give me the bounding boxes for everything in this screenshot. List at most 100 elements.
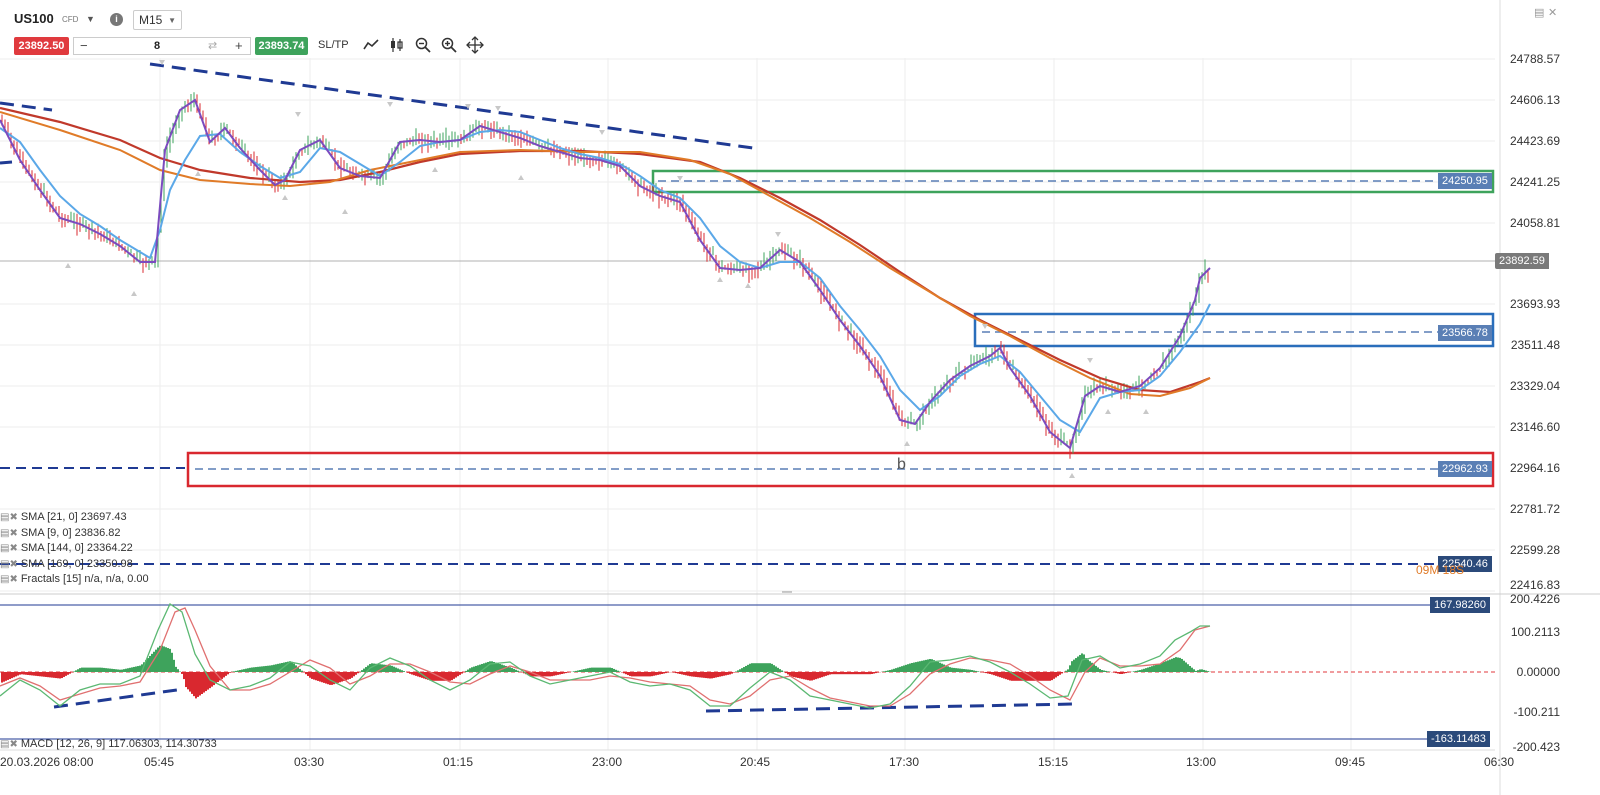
macd-bar	[1083, 654, 1085, 672]
macd-bar	[787, 672, 789, 675]
zoom-in-icon[interactable]	[440, 36, 458, 54]
swap-icon[interactable]: ⇄	[208, 40, 218, 52]
level-tag[interactable]: 22540.46	[1438, 556, 1492, 572]
quantity-input[interactable]: 8	[154, 40, 161, 52]
macd-bar	[1019, 672, 1021, 681]
macd-bar	[735, 671, 737, 672]
macd-bar	[939, 662, 941, 672]
macd-bar	[575, 670, 577, 672]
macd-bar	[239, 670, 241, 672]
settings-icon: ▤✖	[0, 574, 18, 585]
macd-bar	[255, 667, 257, 672]
sell-price-button[interactable]: 23892.50	[14, 37, 69, 55]
move-icon[interactable]	[466, 36, 484, 54]
price-tick: 24241.25	[1509, 175, 1560, 189]
sma-144-line	[0, 111, 1211, 398]
symbol-dropdown-icon[interactable]: ▼	[86, 14, 95, 24]
macd-bar	[173, 659, 175, 672]
zoom-out-icon[interactable]	[414, 36, 432, 54]
macd-bar	[1151, 666, 1153, 672]
macd-bar	[63, 672, 65, 677]
macd-bar	[1155, 664, 1157, 672]
symbol-name[interactable]: US100	[14, 11, 54, 26]
sltp-button[interactable]: SL/TP	[318, 39, 349, 51]
resistance-zone-blue	[973, 312, 1495, 348]
macd-bar	[127, 668, 129, 672]
macd-bar	[607, 667, 609, 672]
macd-bar	[643, 672, 645, 677]
macd-bar	[999, 672, 1001, 678]
chevron-down-icon: ▼	[168, 16, 176, 25]
info-icon[interactable]: i	[110, 13, 123, 26]
legend-fractals[interactable]: ▤✖ Fractals [15] n/a, n/a, 0.00	[0, 573, 149, 585]
macd-bar	[279, 663, 281, 672]
macd-bar	[41, 672, 43, 677]
price-tick: 24788.57	[1509, 52, 1560, 66]
macd-bar	[1183, 660, 1185, 672]
level-tag[interactable]: 23566.78	[1438, 325, 1492, 341]
macd-bar	[391, 665, 393, 672]
macd-bar	[427, 672, 429, 680]
increase-quantity-button[interactable]: +	[235, 38, 243, 53]
macd-bar	[497, 663, 499, 672]
legend-sma-144[interactable]: ▤✖ SMA [144, 0] 23364.22	[0, 542, 133, 554]
macd-bar	[697, 672, 699, 678]
decrease-quantity-button[interactable]: −	[80, 38, 88, 53]
macd-bar	[549, 672, 551, 677]
candlestick-icon[interactable]	[388, 36, 406, 54]
timeframe-select[interactable]: M15 ▼	[133, 10, 182, 30]
macd-bar	[573, 671, 575, 672]
macd-bar	[403, 671, 405, 672]
macd-bar	[1181, 658, 1183, 672]
macd-bar	[149, 655, 151, 672]
macd-bar	[235, 670, 237, 672]
macd-bar	[1037, 672, 1039, 681]
price-axis[interactable]: 24788.57 24606.13 24423.69 24241.25 2405…	[1495, 0, 1600, 795]
sma-21-line	[0, 127, 1211, 434]
macd-bar	[419, 672, 421, 678]
macd-bar	[713, 672, 715, 678]
macd-bar	[271, 665, 273, 672]
macd-bar	[467, 669, 469, 672]
macd-bar	[491, 661, 493, 672]
macd-bar	[489, 661, 491, 672]
macd-bar	[545, 672, 547, 677]
level-tag[interactable]: 22962.93	[1438, 461, 1492, 477]
price-tick: 23511.48	[1510, 338, 1560, 352]
macd-bar	[677, 672, 679, 674]
fractal-arrow	[1143, 409, 1149, 414]
fractal-arrow	[195, 171, 201, 176]
close-icon[interactable]: ✕	[1548, 7, 1558, 19]
macd-bar	[797, 672, 799, 678]
macd-bar	[1049, 672, 1051, 681]
macd-bar	[17, 672, 19, 676]
macd-bar	[657, 672, 659, 675]
macd-bar	[901, 666, 903, 672]
legend-macd[interactable]: ▤✖ MACD [12, 26, 9] 117.06303, 114.30733	[0, 738, 217, 750]
macd-bar	[709, 672, 711, 679]
macd-bar	[115, 669, 117, 672]
macd-bar	[219, 672, 221, 681]
level-tag[interactable]: 24250.95	[1438, 173, 1492, 189]
legend-sma-21[interactable]: ▤✖ SMA [21, 0] 23697.43	[0, 511, 127, 523]
macd-bar	[291, 661, 293, 672]
settings-icon: ▤✖	[0, 543, 18, 554]
macd-bar	[833, 672, 835, 675]
macd-bar	[1153, 665, 1155, 672]
macd-bar	[417, 672, 419, 677]
price-tick: 23146.60	[1509, 420, 1560, 434]
legend-sma-9[interactable]: ▤✖ SMA [9, 0] 23836.82	[0, 527, 121, 539]
macd-bar	[1143, 668, 1145, 672]
buy-price-button[interactable]: 23893.74	[255, 37, 308, 55]
minimize-icon[interactable]: ▤	[1534, 7, 1545, 19]
legend-sma-169[interactable]: ▤✖ SMA [169, 0] 23350.98	[0, 558, 133, 570]
line-chart-icon[interactable]	[362, 36, 380, 54]
macd-bar	[955, 668, 957, 672]
macd-bar	[409, 672, 411, 674]
macd-bar	[465, 670, 467, 672]
macd-bar	[323, 672, 325, 683]
macd-bar	[857, 672, 859, 675]
quantity-stepper[interactable]: − 8 ⇄ +	[73, 37, 251, 55]
resistance-zone-green	[651, 169, 1495, 194]
